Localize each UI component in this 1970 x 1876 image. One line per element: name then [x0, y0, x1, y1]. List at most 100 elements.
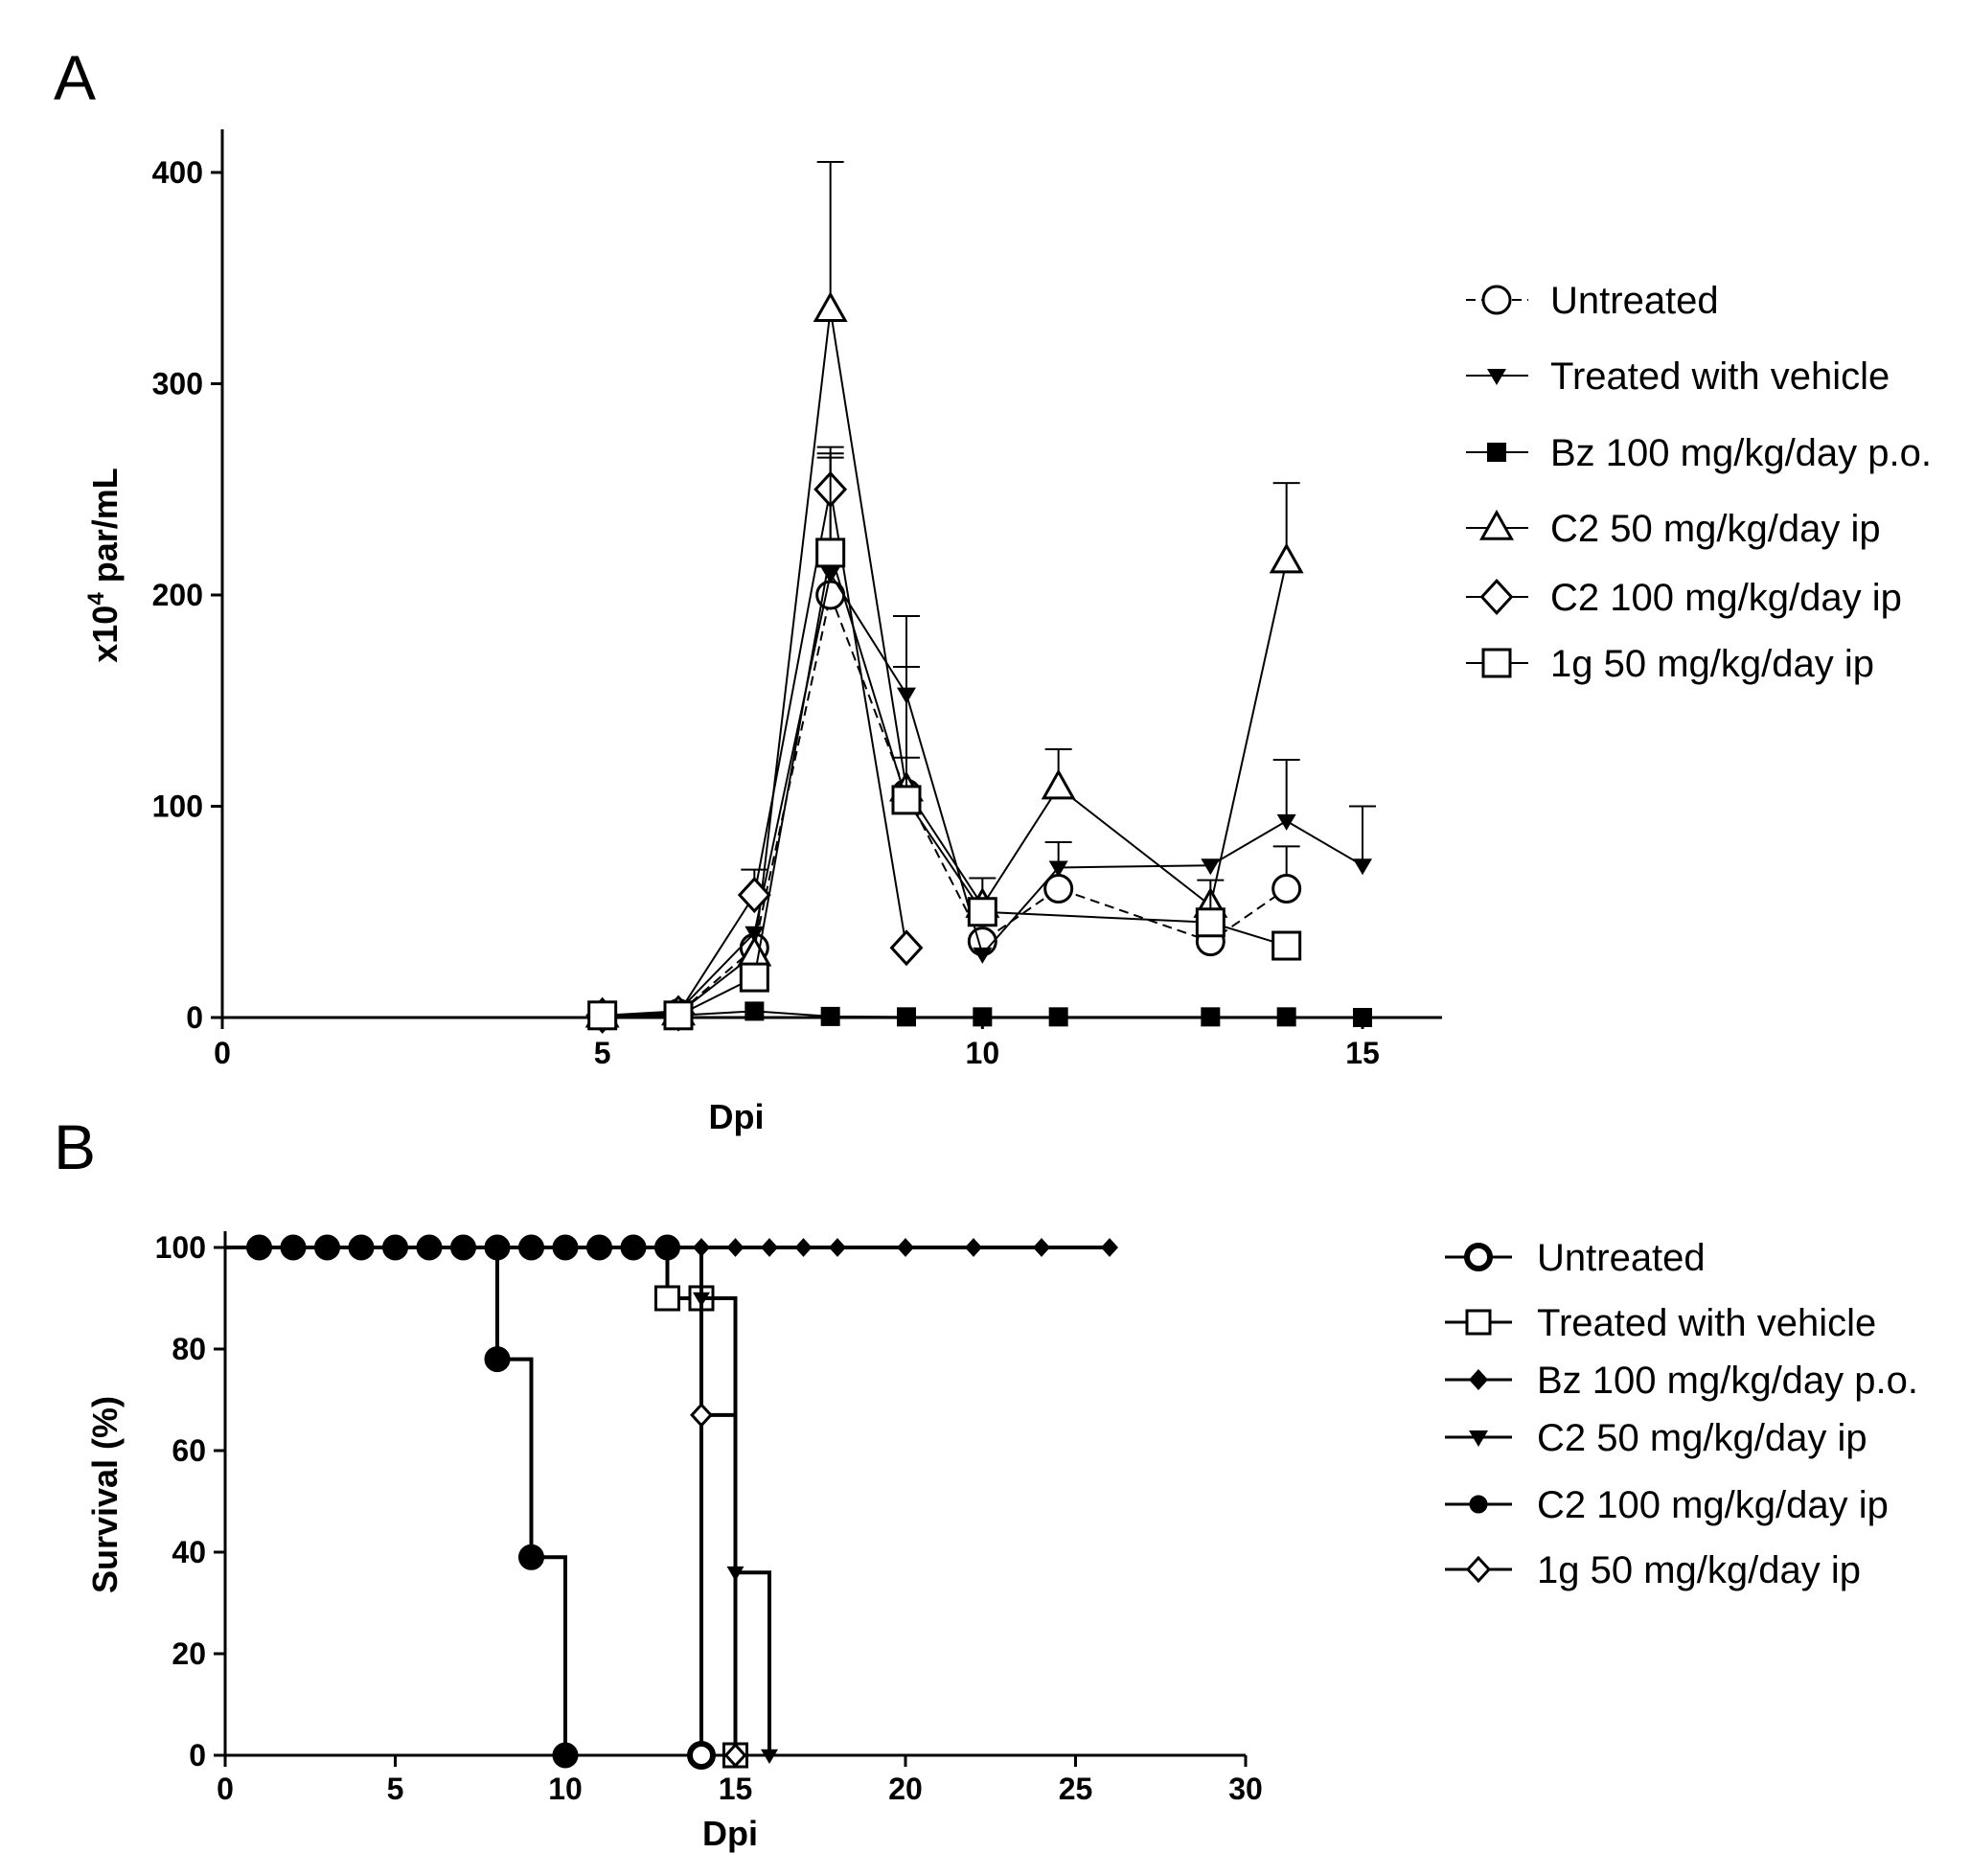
panel-a-point	[1271, 873, 1302, 904]
panel-a-y-axis-label: x104 par/mL	[83, 468, 125, 662]
panel-b-point	[484, 1346, 511, 1373]
panel-b-series-bz-100-mg-kg-day-p-o	[225, 1238, 1118, 1257]
panel-a-legend-label-bz-100-mg-kg-day-p-o: Bz 100 mg/kg/day p.o.	[1550, 432, 1932, 474]
panel-a-point	[1195, 907, 1226, 938]
panel-a-series-line	[602, 309, 1288, 1017]
panel-a-legend-label-untreated: Untreated	[1550, 280, 1719, 322]
panel-a-y-tick-label: 200	[152, 578, 203, 612]
panel-b-y-axis-label: Survival (%)	[85, 1396, 125, 1593]
panel-a-series-bz-100-mg-kg-day-p-o	[592, 1001, 1372, 1027]
panel-b-x-tick-label: 0	[217, 1772, 234, 1806]
panel-a-point	[813, 291, 848, 323]
panel-a-point	[973, 1007, 993, 1027]
panel-a-x-tick-label: 15	[1345, 1036, 1380, 1070]
panel-b-point	[687, 1741, 716, 1770]
panel-a-point	[744, 926, 765, 943]
panel-a-point	[1201, 1007, 1221, 1027]
panel-a-point	[1353, 1008, 1372, 1027]
panel-a-point	[1353, 858, 1372, 876]
panel-a-point	[891, 785, 922, 815]
panel-a-legend-label-c2-100-mg-kg-day-ip: C2 100 mg/kg/day ip	[1550, 577, 1902, 619]
panel-b-y-tick-label: 60	[172, 1433, 206, 1468]
panel-a-legend-marker	[1479, 578, 1514, 616]
panel-b-point	[726, 1238, 744, 1257]
panel-a-legend-label-1g-50-mg-kg-day-ip: 1g 50 mg/kg/day ip	[1550, 643, 1874, 685]
panel-a-legend-marker	[1481, 648, 1512, 678]
panel-b-x-tick-label: 10	[548, 1772, 583, 1806]
panel-b-y-tick-label: 0	[189, 1738, 206, 1773]
panel-a-x-tick-label: 10	[966, 1036, 1000, 1070]
panel-b-x-axis-label: Dpi	[702, 1814, 758, 1853]
panel-b-series-1g-50-mg-kg-day-ip	[225, 1246, 747, 1769]
panel-b-legend: Untreated Treated with vehicle Bz 100 mg/k…	[1445, 1237, 1918, 1591]
panel-b-step-line	[225, 1246, 567, 1755]
panel-a-legend-label-treated-with-vehicle: Treated with vehicle	[1550, 355, 1890, 398]
panel-b-x-tick-label: 30	[1228, 1772, 1263, 1806]
panel-a-legend: Untreated Treated with vehicle Bz 100 mg/k…	[1466, 280, 1932, 685]
panel-b-series-c2-50-mg-kg-day-ip	[225, 1246, 778, 1764]
panel-a-point	[889, 929, 924, 967]
panel-b-point	[1033, 1238, 1050, 1257]
panel-a-chart: 0 100 200 300 400 0 5 10 15 Dpi x104 par/mL Untreat…	[83, 129, 1932, 1136]
panel-b-point	[829, 1238, 846, 1257]
panel-a-series-line	[602, 1010, 1363, 1018]
panel-letter-a: A	[54, 42, 96, 113]
panel-a-y-tick-label: 100	[152, 789, 203, 824]
panel-b-point	[1101, 1238, 1118, 1257]
panel-b-step-line	[225, 1246, 738, 1755]
panel-a-series-1g-50-mg-kg-day-ip	[587, 452, 1302, 1031]
panel-a-y-tick-label: 300	[152, 367, 203, 401]
panel-a-point	[663, 1000, 694, 1031]
panel-b-legend-label-untreated: Untreated	[1537, 1237, 1706, 1279]
panel-a-x-axis-label: Dpi	[709, 1097, 765, 1136]
panel-a-point	[820, 1006, 840, 1026]
panel-a-legend-label-c2-50-mg-kg-day-ip: C2 50 mg/kg/day ip	[1550, 508, 1881, 550]
panel-a-point	[737, 877, 771, 914]
panel-b-y-tick-label: 20	[172, 1636, 206, 1671]
panel-a-legend-marker	[1487, 369, 1506, 385]
panel-a-series-untreated	[587, 580, 1302, 1031]
panel-b-legend-marker	[1469, 1369, 1488, 1390]
panel-a-series-line	[602, 591, 1288, 1017]
panel-b-step-line	[225, 1246, 738, 1755]
panel-b-x-tick-label: 20	[888, 1772, 923, 1806]
panel-b-series-c2-100-mg-kg-day-ip	[225, 1234, 680, 1769]
panel-b-legend-marker	[1465, 1555, 1492, 1584]
panel-a-point	[1048, 1007, 1068, 1027]
panel-b-point	[723, 1742, 747, 1769]
panel-b-x-tick-label: 5	[387, 1772, 404, 1806]
panel-a-point	[973, 947, 993, 964]
panel-a-y-tick-label: 400	[152, 155, 203, 190]
panel-a-point	[1041, 768, 1076, 800]
panel-b-chart: 0 20 40 60 80 100 0 5 10 15 20 25 30 Dpi Survival (%) U…	[85, 1230, 1918, 1853]
panel-b-point	[965, 1238, 982, 1257]
panel-b-point	[794, 1238, 813, 1257]
panel-a-series-line	[602, 571, 1363, 1017]
panel-b-y-tick-label: 40	[172, 1535, 206, 1569]
panel-a-point	[1276, 1007, 1296, 1027]
panel-a-series-line	[602, 552, 1287, 1017]
panel-b-legend-label-treated-with-vehicle: Treated with vehicle	[1537, 1302, 1876, 1344]
panel-a-point	[1271, 930, 1302, 961]
panel-b-point	[897, 1238, 914, 1257]
panel-b-y-tick-label: 80	[172, 1332, 206, 1366]
panel-a-point	[1269, 542, 1304, 574]
panel-b-legend-label-bz-100-mg-kg-day-p-o: Bz 100 mg/kg/day p.o.	[1537, 1360, 1918, 1402]
panel-a-point	[1201, 858, 1221, 876]
panel-b-point	[552, 1742, 579, 1769]
panel-b-legend-marker	[1469, 1495, 1488, 1514]
panel-a-point	[744, 1001, 765, 1021]
panel-b-legend-marker	[1469, 1430, 1488, 1447]
panel-b-legend-label-1g-50-mg-kg-day-ip: 1g 50 mg/kg/day ip	[1537, 1549, 1861, 1591]
panel-a-point	[1276, 813, 1296, 831]
panel-b-step-line	[225, 1246, 703, 1755]
panel-a-point	[739, 962, 769, 993]
panel-a-series-c2-50-mg-kg-day-ip	[584, 160, 1304, 1028]
panel-b-series-treated-with-vehicle	[225, 1246, 748, 1769]
panel-a-x-tick-label: 5	[594, 1036, 611, 1070]
panel-b-x-tick-label: 15	[719, 1772, 753, 1806]
panel-a-point	[815, 538, 846, 568]
panel-a-x-tick-label: 0	[214, 1036, 231, 1070]
panel-letter-b: B	[54, 1111, 96, 1182]
